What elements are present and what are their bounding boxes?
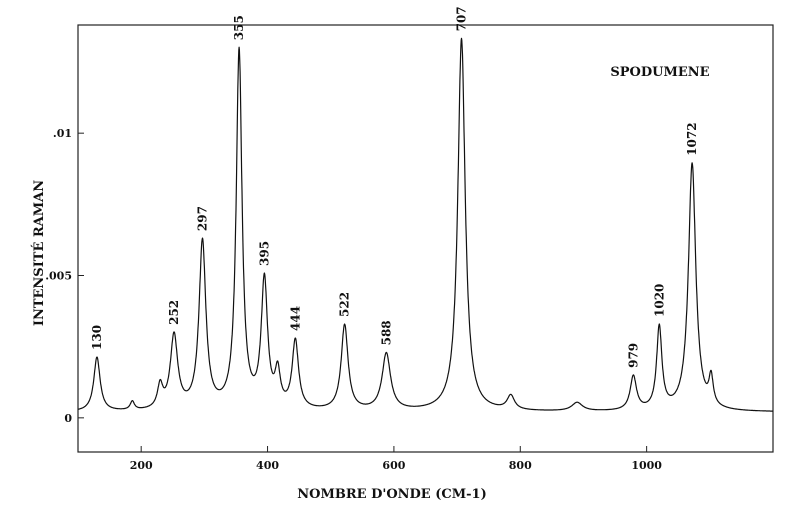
peak-labels: 130 252 297 355 395 444 522 588 707 979 1020 1072: [90, 6, 699, 368]
spectrum-line: [77, 37, 774, 412]
peak-label: 707: [455, 6, 469, 31]
x-axis-ticks: 200 400 600 800 1000: [130, 446, 662, 472]
y-axis-title: INTENSITÉ RAMAN: [31, 180, 47, 326]
peak-label: 1072: [685, 122, 699, 155]
peak-label: 1020: [652, 284, 666, 317]
peak-label: 444: [288, 306, 302, 331]
plot-frame: [77, 24, 774, 453]
x-tick-label: 1000: [631, 459, 662, 472]
chart-title: SPODUMENE: [610, 65, 709, 80]
peak-label: 355: [232, 15, 246, 40]
y-tick-label: .01: [53, 127, 72, 140]
x-tick-label: 800: [509, 459, 532, 472]
x-tick-label: 400: [256, 459, 279, 472]
peak-label: 522: [338, 292, 352, 317]
x-tick-label: 600: [382, 459, 405, 472]
peak-label: 130: [90, 325, 104, 350]
peak-label: 588: [379, 320, 393, 345]
y-tick-label: .005: [45, 270, 72, 283]
y-axis-ticks: 0 .005 .01: [45, 127, 84, 425]
peak-label: 297: [196, 206, 210, 231]
y-tick-label: 0: [64, 412, 72, 425]
peak-label: 979: [626, 343, 640, 368]
x-axis-title: NOMBRE D'ONDE (CM-1): [297, 487, 486, 502]
peak-label: 395: [257, 241, 271, 266]
x-tick-label: 200: [130, 459, 153, 472]
peak-label: 252: [167, 300, 181, 325]
